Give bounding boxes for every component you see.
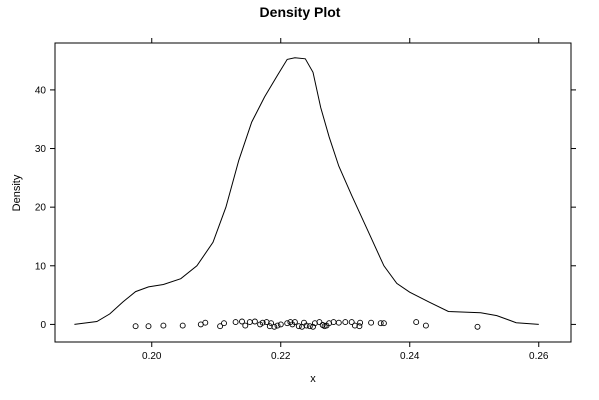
data-point <box>330 319 337 326</box>
data-point <box>221 320 227 327</box>
data-point <box>291 319 298 326</box>
data-point <box>377 320 384 327</box>
x-tick-label: 0.20 <box>142 351 162 362</box>
data-point <box>232 319 239 326</box>
data-point <box>217 323 224 330</box>
data-point <box>259 319 266 326</box>
axis-ticks <box>50 38 576 347</box>
data-point <box>413 319 420 326</box>
data-point <box>368 319 375 326</box>
data-point <box>239 318 245 325</box>
data-point <box>160 322 167 329</box>
data-point <box>284 320 291 327</box>
data-point <box>145 323 152 330</box>
y-tick-label: 20 <box>35 203 47 214</box>
data-point <box>132 323 139 330</box>
x-axis-label: x <box>310 373 316 385</box>
plot-frame <box>54 42 572 343</box>
data-point <box>306 323 313 330</box>
data-point <box>303 322 310 329</box>
data-point <box>246 319 253 326</box>
x-tick-label: 0.22 <box>271 351 291 362</box>
y-tick-label: 0 <box>40 320 46 331</box>
plot-marks <box>74 57 539 330</box>
data-point <box>242 322 249 329</box>
x-tick-labels: 0.20 0.22 0.24 0.26 <box>142 351 549 362</box>
y-axis-label: Density <box>11 174 23 211</box>
data-point <box>274 322 281 329</box>
data-point <box>277 321 284 328</box>
density-curve <box>74 57 539 325</box>
data-point <box>356 323 363 330</box>
data-point <box>268 320 275 327</box>
y-tick-label: 30 <box>35 144 47 155</box>
x-tick-label: 0.26 <box>529 351 549 362</box>
data-point <box>316 319 323 326</box>
chart-title: Density Plot <box>260 4 341 20</box>
y-tick-label: 40 <box>35 85 47 96</box>
data-point <box>348 319 355 326</box>
data-point <box>295 323 302 330</box>
data-point <box>202 319 209 326</box>
y-tick-label: 10 <box>35 261 47 272</box>
data-point <box>271 323 278 330</box>
data-point <box>342 319 349 326</box>
data-point <box>474 323 481 330</box>
data-point <box>380 320 387 327</box>
y-tick-labels: 0 10 20 30 40 <box>35 85 47 331</box>
data-point <box>422 322 429 329</box>
data-point <box>335 319 342 326</box>
data-point <box>357 319 364 326</box>
x-tick-label: 0.24 <box>400 351 420 362</box>
data-point <box>179 322 186 329</box>
data-point <box>251 318 258 325</box>
